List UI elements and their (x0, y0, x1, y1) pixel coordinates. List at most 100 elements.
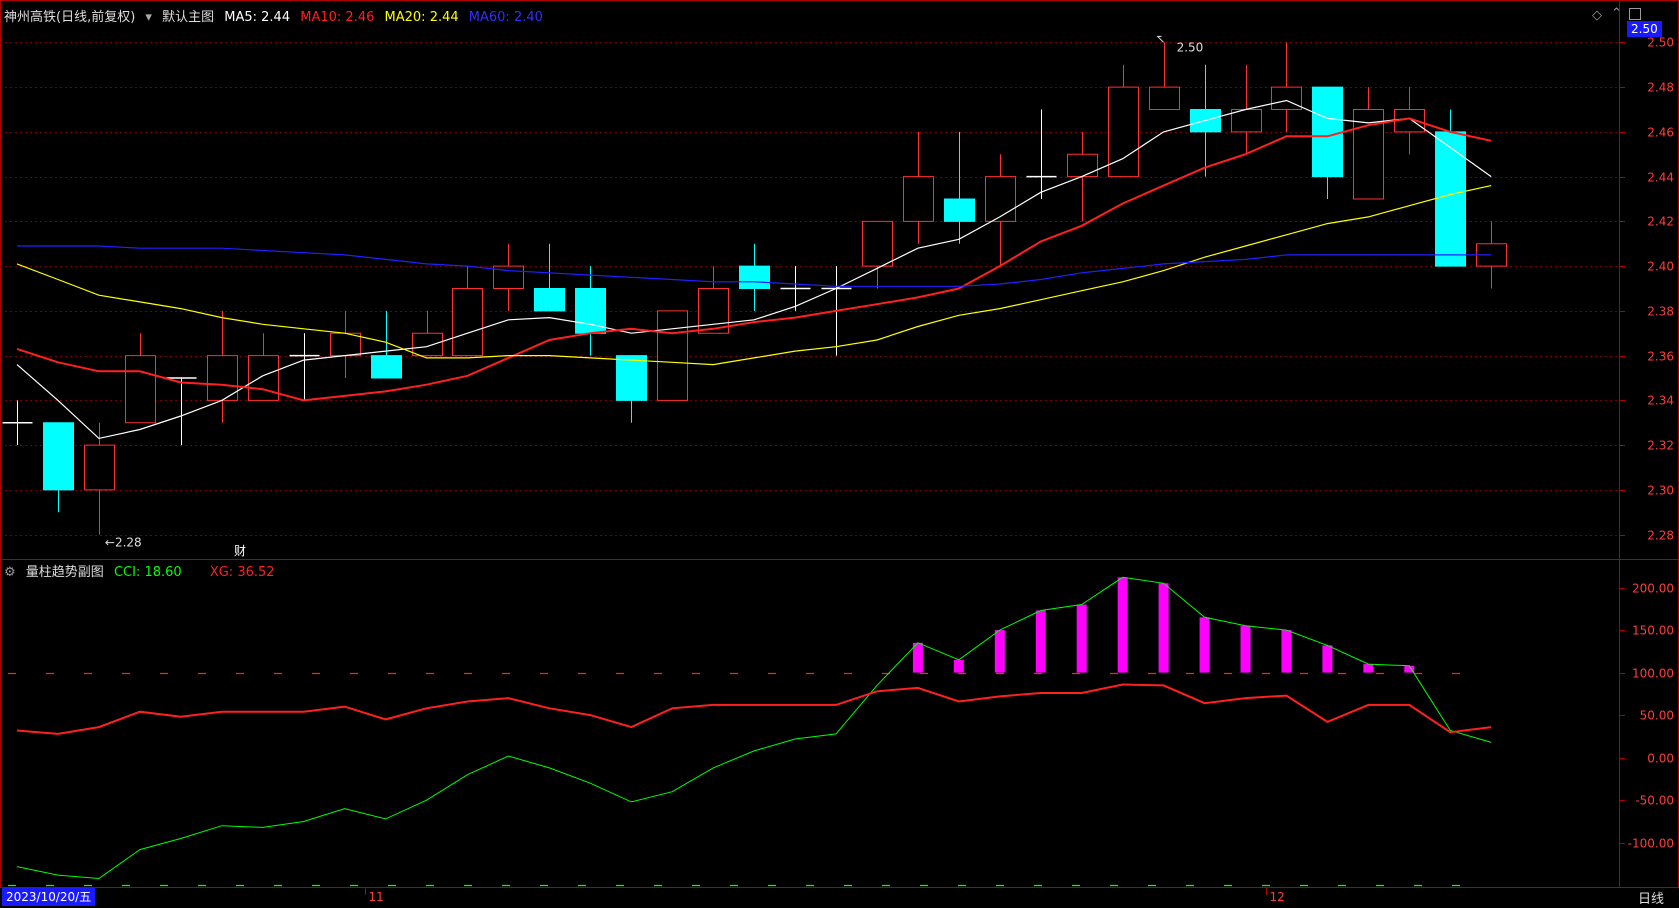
price-tick-label: 2.40 (1647, 260, 1674, 274)
sub-title[interactable]: 量柱趋势副图 (25, 565, 104, 580)
candle-body (371, 355, 402, 379)
cci-bar (1117, 577, 1128, 673)
candle-body (985, 176, 1016, 222)
price-tick-label: 2.28 (1647, 529, 1674, 543)
stock-title[interactable]: 神州高铁(日线,前复权) (4, 10, 136, 25)
cci-tick-label: 150.00 (1632, 624, 1674, 638)
xg-value: 36.52 (237, 565, 275, 580)
candle-body (1231, 109, 1262, 133)
ma60-label: MA60: (468, 10, 510, 25)
ma20-value: 2.44 (429, 10, 459, 25)
candle-body (657, 310, 688, 401)
sub-header: ⚙ 量柱趋势副图 CCI: 18.60 XG: 36.52 (4, 561, 281, 580)
candle-body (944, 198, 975, 222)
ma20-indicator: MA20: 2.44 (385, 10, 459, 25)
cci-value: 18.60 (144, 565, 182, 580)
candle-body (739, 265, 770, 289)
ma10-indicator: MA10: 2.46 (300, 10, 374, 25)
ma10-value: 2.46 (345, 10, 375, 25)
ma-line-ma60 (17, 245, 1492, 287)
max-annotation: 2.50 (1177, 40, 1204, 54)
cci-bar (1281, 630, 1292, 673)
ma5-label: MA5: (224, 10, 258, 25)
ma10-label: MA10: (300, 10, 342, 25)
candle-body (575, 288, 606, 334)
price-tick-label: 2.30 (1647, 484, 1674, 498)
candle-body (248, 355, 279, 401)
sub-line-xg (16, 683, 1492, 735)
cci-bar (1158, 583, 1169, 673)
candle-body (1149, 86, 1180, 110)
maximize-icon[interactable] (1629, 8, 1641, 20)
price-tick-label: 2.34 (1647, 394, 1674, 408)
price-tick-label: 2.48 (1647, 81, 1674, 95)
cci-bar (1322, 645, 1333, 673)
price-tick-label: 2.46 (1647, 126, 1674, 140)
price-tick-label: 2.36 (1647, 350, 1674, 364)
candle-body (534, 288, 565, 312)
cci-bar (953, 659, 964, 673)
cci-bar (1199, 617, 1210, 673)
max-arrow (1156, 35, 1164, 43)
candle-body (412, 332, 443, 357)
candle-body (43, 422, 74, 491)
ma-lines (16, 99, 1492, 440)
month-label: 12 (1270, 890, 1285, 904)
candle-body (493, 265, 524, 289)
cci-bar (912, 642, 923, 673)
ma60-indicator: MA60: 2.40 (469, 10, 543, 25)
candle-body (330, 332, 361, 357)
current-price-tag: 2.50 (1627, 21, 1662, 37)
price-tick-label: 2.38 (1647, 305, 1674, 319)
sub-marks (16, 576, 1492, 880)
month-label: 11 (369, 890, 384, 904)
candle-body (125, 355, 156, 424)
cci-tick-label: -50.00 (1635, 794, 1674, 808)
date-label: 2023/10/20/五 (2, 887, 96, 906)
cci-tick-label: 100.00 (1632, 667, 1674, 681)
candle-body (84, 444, 115, 491)
cci-indicator: CCI: 18.60 (114, 565, 182, 580)
cci-tick-label: 0.00 (1647, 752, 1674, 766)
xg-indicator: XG: 36.52 (210, 565, 275, 580)
candle-body (452, 288, 483, 357)
cci-label: CCI: (113, 565, 141, 580)
expand-icon[interactable]: ⌃ (1611, 6, 1622, 21)
main-menu-label[interactable]: 默认主图 (162, 10, 215, 25)
ma-line-ma5 (16, 99, 1492, 440)
min-annotation: ←2.28 (105, 536, 142, 550)
ma-line-ma10 (16, 117, 1492, 402)
sub-line-cci (16, 576, 1492, 880)
cci-bar (1035, 610, 1046, 673)
candle-body (1108, 86, 1139, 178)
main-header: 神州高铁(日线,前复权) ▾ 默认主图 MA5: 2.44 MA10: 2.46… (4, 6, 549, 25)
price-tick-label: 2.42 (1647, 215, 1674, 229)
cai-marker: 财 (234, 544, 246, 558)
period-label[interactable]: 日线 (1638, 892, 1665, 907)
cci-bar (1076, 604, 1087, 673)
chart-frame (0, 0, 1679, 888)
cci-tick-label: 200.00 (1632, 582, 1674, 596)
cci-bar (1240, 625, 1251, 673)
candle-body (1435, 131, 1466, 267)
ma5-value: 2.44 (261, 10, 291, 25)
candle-body (862, 220, 893, 267)
price-tick-label: 2.44 (1647, 171, 1674, 185)
main-grid (0, 42, 1620, 536)
gear-icon[interactable]: ⚙ (4, 565, 16, 580)
candle-body (1312, 86, 1343, 178)
candle-body (1067, 153, 1098, 178)
cci-bar (1363, 664, 1374, 673)
price-tick-label: 2.32 (1647, 439, 1674, 453)
cci-tick-label: -100.00 (1628, 837, 1674, 851)
diamond-icon[interactable]: ◇ (1592, 8, 1602, 23)
candle-body (903, 176, 934, 222)
tick-labels: 2.28 2.30 2.32 2.34 2.36 2.38 2.40 2.42 2.44 2.46… (105, 36, 1674, 905)
candle-body (1271, 86, 1302, 110)
chevron-down-icon[interactable]: ▾ (145, 10, 152, 25)
cci-tick-label: 50.00 (1640, 709, 1674, 723)
cci-bar (994, 630, 1005, 673)
price-tick-label: 2.50 (1647, 36, 1674, 50)
